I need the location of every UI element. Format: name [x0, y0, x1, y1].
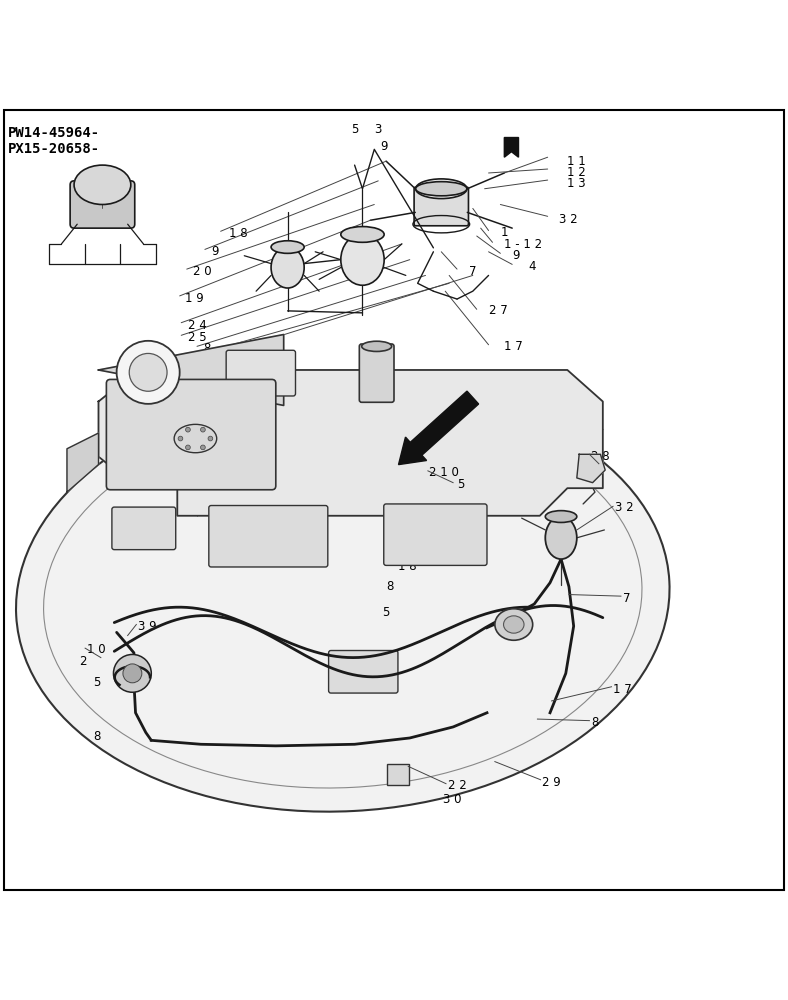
Polygon shape	[67, 433, 98, 492]
Text: 2 7: 2 7	[489, 304, 507, 317]
Text: 8: 8	[93, 730, 100, 743]
Text: 2 8: 2 8	[591, 450, 610, 463]
Text: 2 0: 2 0	[406, 541, 425, 554]
FancyBboxPatch shape	[209, 506, 328, 567]
Text: 1 2: 1 2	[567, 166, 586, 179]
Ellipse shape	[362, 341, 392, 351]
Text: PW14-45964-
PX15-20658-: PW14-45964- PX15-20658-	[8, 126, 100, 156]
Text: 8: 8	[203, 342, 210, 355]
Ellipse shape	[271, 247, 304, 288]
Text: 5: 5	[351, 123, 358, 136]
Ellipse shape	[416, 182, 466, 196]
Text: 1 7: 1 7	[613, 683, 632, 696]
Text: 1 1: 1 1	[567, 155, 586, 168]
FancyBboxPatch shape	[384, 504, 487, 565]
Text: 8: 8	[591, 716, 598, 729]
Text: 1 8: 1 8	[398, 560, 417, 573]
Ellipse shape	[340, 234, 385, 285]
Text: 7: 7	[469, 265, 477, 278]
Circle shape	[208, 436, 213, 441]
FancyBboxPatch shape	[359, 344, 394, 402]
Circle shape	[113, 654, 151, 692]
Text: 1 8: 1 8	[229, 227, 247, 240]
Text: 1 9: 1 9	[185, 292, 204, 305]
Text: 4: 4	[252, 342, 260, 355]
Text: 4: 4	[528, 260, 536, 273]
Text: 2 1 0: 2 1 0	[429, 466, 459, 479]
Text: 2 0: 2 0	[193, 265, 212, 278]
Polygon shape	[577, 454, 605, 483]
FancyBboxPatch shape	[112, 507, 176, 550]
Text: 5: 5	[457, 478, 464, 491]
Text: 7: 7	[623, 592, 630, 605]
FancyBboxPatch shape	[106, 379, 276, 490]
Text: 2 2: 2 2	[448, 779, 466, 792]
Text: 9: 9	[211, 245, 219, 258]
FancyBboxPatch shape	[70, 181, 135, 228]
FancyBboxPatch shape	[329, 651, 398, 693]
Ellipse shape	[416, 179, 466, 199]
Text: 3 0: 3 0	[443, 793, 461, 806]
Ellipse shape	[495, 609, 533, 640]
Ellipse shape	[74, 165, 131, 205]
Circle shape	[123, 664, 142, 683]
Circle shape	[129, 353, 167, 391]
Text: 1 0: 1 0	[87, 643, 106, 656]
Ellipse shape	[504, 616, 524, 633]
Text: 9: 9	[512, 249, 520, 262]
Text: 1: 1	[500, 226, 508, 239]
Ellipse shape	[340, 227, 385, 242]
Ellipse shape	[271, 241, 304, 253]
FancyBboxPatch shape	[226, 350, 296, 396]
Circle shape	[200, 427, 205, 432]
Ellipse shape	[16, 385, 670, 812]
Text: 2 4: 2 4	[188, 319, 206, 332]
FancyArrow shape	[399, 391, 478, 465]
Text: 8: 8	[386, 580, 393, 593]
Text: 3 2: 3 2	[559, 213, 578, 226]
Text: 5: 5	[382, 606, 389, 619]
Text: 5: 5	[114, 663, 121, 676]
Text: 9: 9	[232, 342, 240, 355]
Ellipse shape	[545, 511, 577, 522]
Text: 9: 9	[422, 525, 429, 538]
Text: 3 2: 3 2	[615, 501, 634, 514]
Circle shape	[178, 436, 183, 441]
Circle shape	[117, 341, 180, 404]
Polygon shape	[98, 335, 284, 405]
Text: 5: 5	[93, 676, 100, 689]
Circle shape	[200, 445, 205, 450]
Text: 9: 9	[381, 140, 388, 153]
Polygon shape	[98, 370, 603, 516]
Ellipse shape	[174, 424, 217, 453]
Text: 1 - 1 2: 1 - 1 2	[504, 238, 542, 251]
Circle shape	[185, 445, 191, 450]
Text: 2: 2	[79, 655, 87, 668]
FancyBboxPatch shape	[414, 187, 468, 226]
Ellipse shape	[545, 517, 577, 559]
Text: 1 7: 1 7	[504, 340, 523, 353]
Text: 2 5: 2 5	[188, 331, 206, 344]
Polygon shape	[504, 138, 519, 157]
Text: 2 9: 2 9	[542, 776, 561, 789]
Text: 3 9: 3 9	[138, 620, 157, 633]
Text: 1 3: 1 3	[567, 177, 586, 190]
Circle shape	[185, 427, 191, 432]
Text: 3: 3	[374, 123, 381, 136]
